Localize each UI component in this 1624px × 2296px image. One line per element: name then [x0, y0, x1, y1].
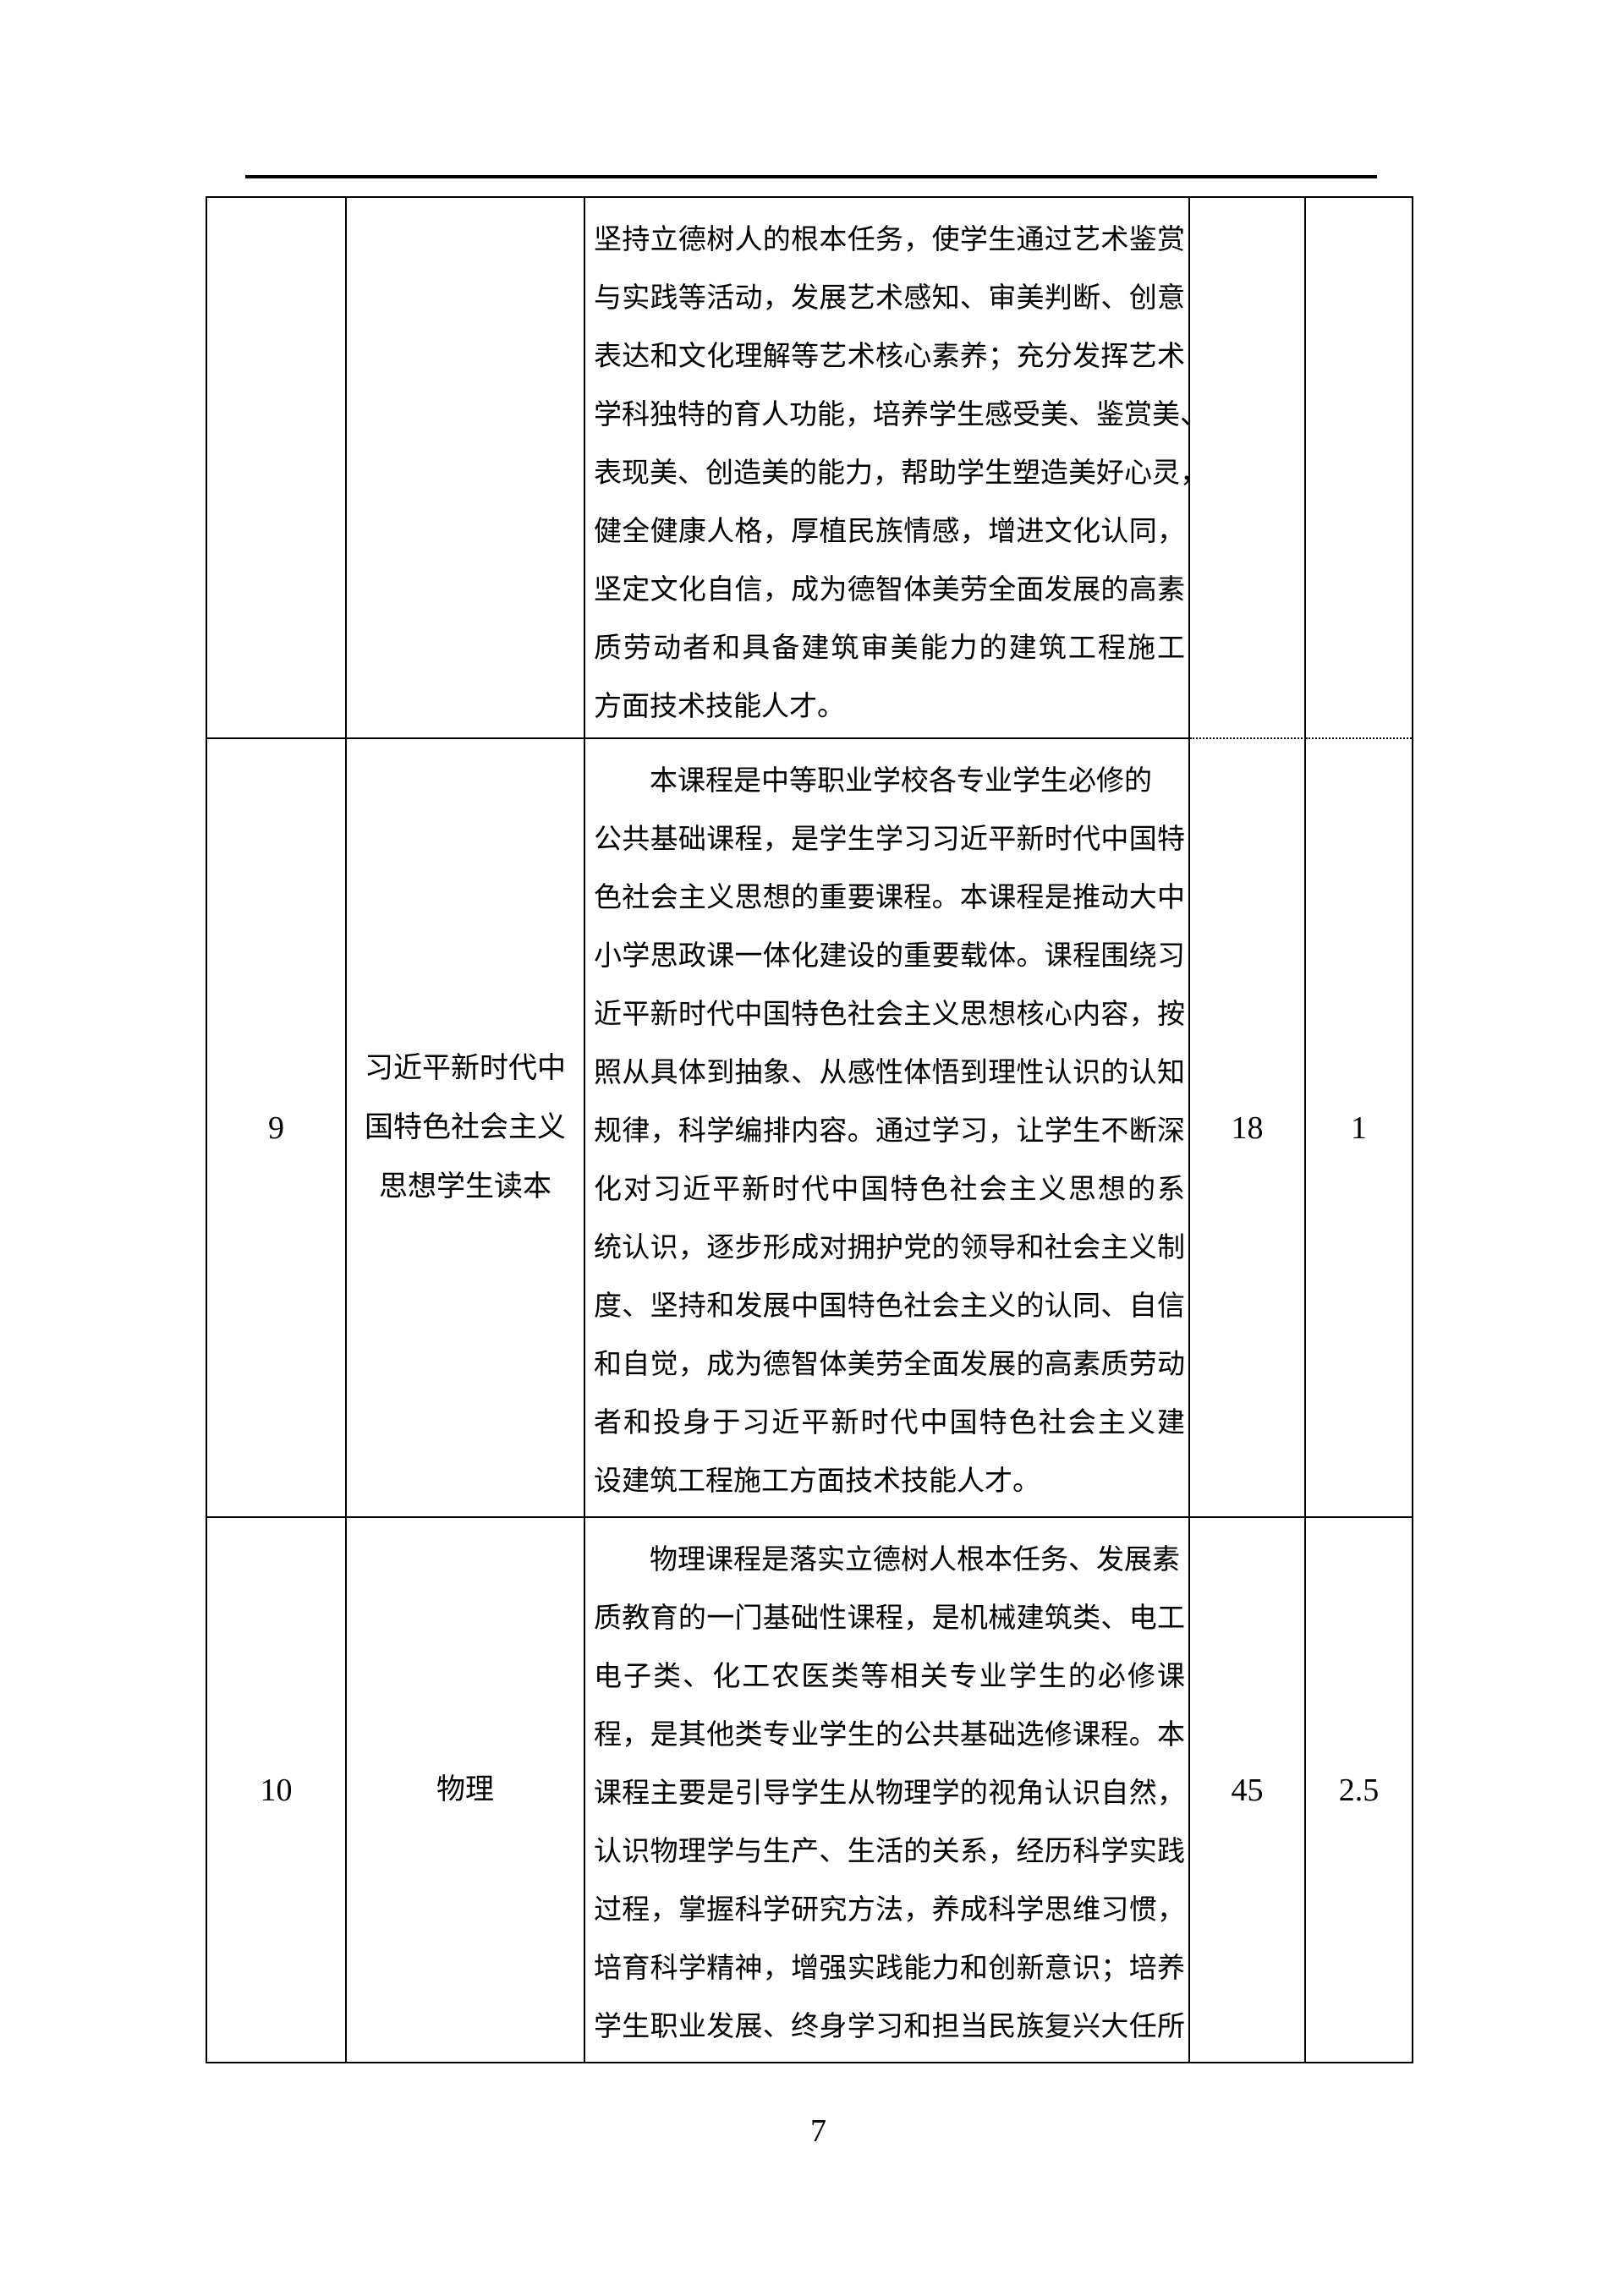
description-line: 统认识，逐步形成对拥护党的领导和社会主义制 [594, 1233, 1185, 1263]
description-line: 化对习近平新时代中国特色社会主义思想的系 [594, 1175, 1185, 1205]
course-hours: 18 [1231, 1110, 1264, 1146]
course-name-line: 习近平新时代中 [365, 1052, 566, 1084]
course-name-line: 物理 [436, 1773, 494, 1806]
description-line: 本课程是中等职业学校各专业学生必修的 [650, 766, 1152, 797]
description-line: 方面技术技能人才。 [594, 692, 845, 722]
course-description-cell: 物理课程是落实立德树人根本任务、发展素 质教育的一门基础性课程，是机械建筑类、电… [585, 1518, 1190, 2062]
description-line: 坚持立德树人的根本任务，使学生通过艺术鉴赏 [594, 225, 1185, 255]
description-line: 学生职业发展、终身学习和担当民族复兴大任所 [594, 2012, 1185, 2042]
course-credits-cell: 1 [1306, 739, 1412, 1518]
course-number: 10 [260, 1772, 293, 1808]
course-hours: 45 [1231, 1772, 1264, 1808]
description-line: 质教育的一门基础性课程，是机械建筑类、电工 [594, 1603, 1185, 1634]
description-line: 照从具体到抽象、从感性体悟到理性认识的认知 [594, 1058, 1185, 1088]
course-name-line: 思想学生读本 [379, 1170, 551, 1203]
course-name-cell: 物理 [347, 1518, 585, 2062]
description-line: 物理课程是落实立德树人根本任务、发展素 [650, 1545, 1180, 1575]
course-credits-cell [1306, 198, 1412, 739]
description-line: 和自觉，成为德智体美劳全面发展的高素质劳动 [594, 1350, 1185, 1380]
description-line: 与实践等活动，发展艺术感知、审美判断、创意 [594, 283, 1185, 314]
course-name-line: 国特色社会主义 [365, 1111, 566, 1143]
course-description-cell: 坚持立德树人的根本任务，使学生通过艺术鉴赏 与实践等活动，发展艺术感知、审美判断… [585, 198, 1190, 739]
description-line: 电子类、化工农医类等相关专业学生的必修课 [594, 1662, 1185, 1692]
course-description-cell: 本课程是中等职业学校各专业学生必修的 公共基础课程，是学生学习习近平新时代中国特… [585, 739, 1190, 1518]
course-hours-cell [1190, 198, 1306, 739]
course-hours-cell: 45 [1190, 1518, 1306, 2062]
course-credits: 2.5 [1338, 1772, 1380, 1808]
header-rule [245, 175, 1377, 178]
course-credits: 1 [1351, 1110, 1367, 1146]
description-line: 培育科学精神，增强实践能力和创新意识；培养 [594, 1954, 1185, 1984]
course-name-cell: 习近平新时代中 国特色社会主义 思想学生读本 [347, 739, 585, 1518]
description-line: 色社会主义思想的重要课程。本课程是推动大中 [594, 883, 1185, 913]
description-line: 小学思政课一体化建设的重要载体。课程围绕习 [594, 941, 1185, 972]
course-hours-cell: 18 [1190, 739, 1306, 1518]
course-number: 9 [268, 1110, 284, 1146]
description-line: 健全健康人格，厚植民族情感，增进文化认同， [594, 517, 1185, 547]
course-credits-cell: 2.5 [1306, 1518, 1412, 2062]
description-line: 近平新时代中国特色社会主义思想核心内容，按 [594, 1000, 1185, 1030]
description-line: 者和投身于习近平新时代中国特色社会主义建 [594, 1408, 1185, 1438]
description-line: 程，是其他类专业学生的公共基础选修课程。本 [594, 1720, 1185, 1751]
page-number: 7 [810, 2113, 826, 2149]
description-line: 质劳动者和具备建筑审美能力的建筑工程施工 [594, 633, 1185, 664]
course-row-number-cell: 10 [207, 1518, 347, 2062]
description-line: 公共基础课程，是学生学习习近平新时代中国特 [594, 825, 1185, 855]
course-name-cell [347, 198, 585, 739]
description-line: 过程，掌握科学研究方法，养成科学思维习惯， [594, 1895, 1185, 1926]
description-line: 规律，科学编排内容。通过学习，让学生不断深 [594, 1116, 1185, 1147]
courses-table: 坚持立德树人的根本任务，使学生通过艺术鉴赏 与实践等活动，发展艺术感知、审美判断… [206, 196, 1413, 2063]
description-line: 课程主要是引导学生从物理学的视角认识自然， [594, 1778, 1185, 1809]
description-line: 认识物理学与生产、生活的关系，经历科学实践 [594, 1837, 1185, 1867]
description-line: 表现美、创造美的能力，帮助学生塑造美好心灵， [594, 458, 1190, 489]
course-row-number-cell [207, 198, 347, 739]
description-line: 度、坚持和发展中国特色社会主义的认同、自信 [594, 1291, 1185, 1322]
description-line: 坚定文化自信，成为德智体美劳全面发展的高素 [594, 575, 1185, 606]
course-row-number-cell: 9 [207, 739, 347, 1518]
description-line: 设建筑工程施工方面技术技能人才。 [594, 1466, 1040, 1497]
description-line: 学科独特的育人功能，培养学生感受美、鉴赏美、 [594, 400, 1190, 430]
description-line: 表达和文化理解等艺术核心素养；充分发挥艺术 [594, 342, 1185, 372]
